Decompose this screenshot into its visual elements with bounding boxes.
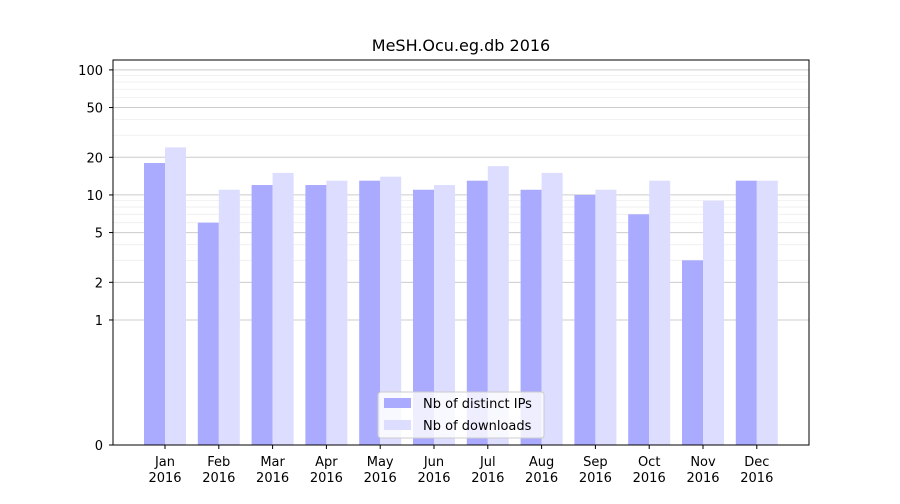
bar-distinct-ips (413, 189, 434, 445)
bar-downloads (541, 172, 563, 445)
bar-distinct-ips (735, 180, 757, 445)
bar-downloads (756, 180, 778, 445)
y-axis: 0 1 2 5 10 20 50 100 (78, 64, 113, 454)
x-tick-label: Jun 2016 (417, 455, 450, 486)
x-tick-label: Dec 2016 (740, 455, 773, 486)
bar-downloads (380, 176, 402, 445)
y-tick-label: 10 (86, 189, 103, 204)
bar-downloads (487, 166, 509, 445)
bar-distinct-ips (466, 180, 488, 445)
y-tick-label: 1 (95, 314, 103, 329)
y-tick-label: 50 (86, 102, 103, 117)
bar-distinct-ips (305, 185, 327, 445)
x-tick-label: Sep 2016 (579, 455, 612, 486)
x-axis: Jan 2016 Feb 2016 Mar 2016 Apr 2016 May 2016 Jun 20… (148, 445, 773, 486)
bar-downloads (434, 185, 455, 445)
bar-downloads (649, 180, 671, 445)
bar-distinct-ips (359, 180, 381, 445)
y-tick-label: 0 (95, 439, 103, 454)
bar-distinct-ips (251, 185, 273, 445)
bar-distinct-ips (574, 194, 596, 445)
x-tick-label: Jan 2016 (148, 455, 181, 486)
x-tick-label: Nov 2016 (686, 455, 719, 486)
x-tick-label: Mar 2016 (256, 455, 289, 486)
bar-downloads (272, 172, 294, 445)
bar-distinct-ips (682, 260, 703, 445)
bars (144, 147, 778, 446)
bar-downloads (326, 180, 348, 445)
bar-distinct-ips (144, 163, 165, 445)
x-tick-label: Aug 2016 (525, 455, 558, 486)
legend: Nb of distinct IPs Nb of downloads (377, 391, 545, 439)
bar-downloads (703, 200, 724, 445)
y-tick-label: 20 (86, 151, 103, 166)
bar-downloads (595, 189, 617, 445)
legend-box (377, 391, 545, 439)
legend-swatch-downloads (384, 420, 411, 430)
chart-title: MeSH.Ocu.eg.db 2016 (372, 36, 550, 55)
legend-label-downloads: Nb of downloads (423, 419, 532, 434)
x-tick-label: Feb 2016 (202, 455, 235, 486)
plot-frame (112, 59, 810, 446)
bar-distinct-ips (628, 214, 650, 445)
x-tick-label: Jul 2016 (471, 455, 504, 486)
y-tick-label: 5 (95, 227, 103, 242)
y-tick-label: 100 (78, 64, 103, 79)
x-tick-label: Apr 2016 (310, 455, 343, 486)
x-tick-label: May 2016 (364, 455, 397, 486)
legend-swatch-distinct-ips (384, 398, 411, 408)
bar-distinct-ips (197, 222, 219, 445)
bar-downloads (165, 147, 186, 446)
legend-label-distinct-ips: Nb of distinct IPs (423, 397, 532, 412)
bar-distinct-ips (520, 189, 542, 445)
bar-downloads (218, 189, 240, 445)
y-tick-label: 2 (95, 276, 103, 291)
x-tick-label: Oct 2016 (633, 455, 666, 486)
